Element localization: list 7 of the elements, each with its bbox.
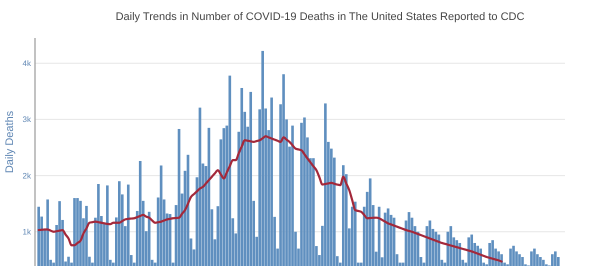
line-series — [38, 135, 503, 263]
y-tick-label: 3k — [22, 115, 32, 124]
y-tick-label: 2k — [22, 171, 32, 180]
y-tick-label: 1k — [22, 228, 32, 237]
y-axis-title: Daily Deaths — [4, 110, 16, 174]
y-tick-label: 4k — [22, 59, 32, 68]
chart-title: Daily Trends in Number of COVID-19 Deaths in The United States Reported to CDC — [116, 11, 524, 23]
